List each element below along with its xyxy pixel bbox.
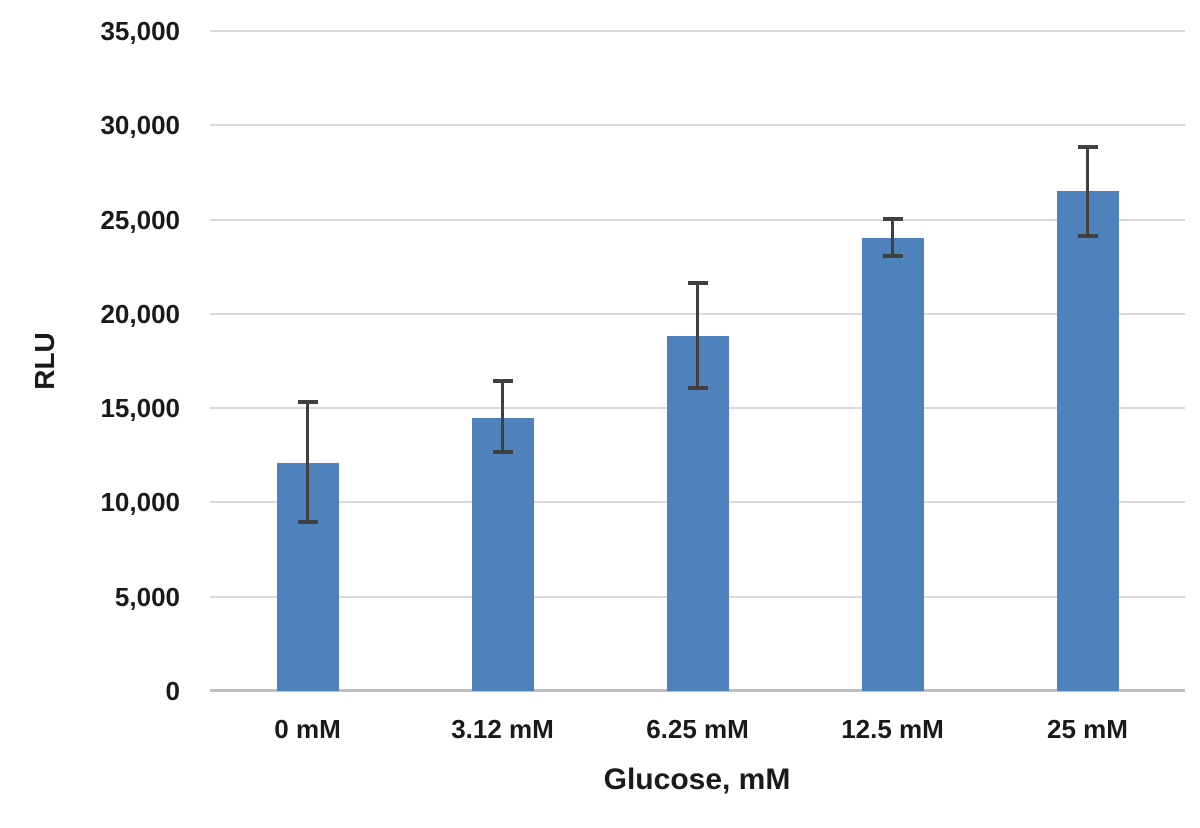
gridline <box>210 30 1185 32</box>
x-tick-label: 25 mM <box>1047 714 1128 744</box>
y-tick-label: 30,000 <box>100 110 180 141</box>
error-bar-cap-bottom <box>1077 233 1098 238</box>
x-tick-label: 6.25 mM <box>646 714 749 744</box>
x-tick-label: 0 mM <box>274 714 341 744</box>
gridline <box>210 218 1185 221</box>
gridline <box>210 124 1185 127</box>
y-tick-label: 35,000 <box>100 16 180 46</box>
error-bar-line <box>696 281 699 390</box>
error-bar-line <box>891 217 894 258</box>
error-bar-cap-bottom <box>882 254 903 259</box>
y-tick-label: 20,000 <box>100 298 180 329</box>
error-bar-cap-top <box>492 378 513 383</box>
x-axis-title: Glucose, mM <box>603 763 791 796</box>
x-tick-label: 12.5 mM <box>841 714 944 744</box>
bar <box>471 417 534 691</box>
error-bar-cap-top <box>1077 145 1098 150</box>
bar <box>1056 191 1119 691</box>
error-bar-cap-bottom <box>492 450 513 455</box>
y-tick-label: 0 <box>165 676 180 706</box>
plot-area <box>210 30 1185 692</box>
error-bar-cap-bottom <box>297 520 318 525</box>
y-tick-label: 25,000 <box>100 204 180 235</box>
y-tick-label: 5,000 <box>114 581 180 612</box>
bar <box>861 238 924 691</box>
error-bar-cap-bottom <box>687 386 708 391</box>
y-tick-label: 15,000 <box>100 393 180 424</box>
error-bar-line <box>1086 146 1089 237</box>
error-bar-line <box>501 379 504 454</box>
bar <box>666 336 729 691</box>
error-bar-cap-top <box>882 216 903 221</box>
error-bar-line <box>306 400 309 524</box>
error-bar-cap-top <box>297 399 318 404</box>
error-bar-cap-top <box>687 280 708 285</box>
x-axis-tick-labels: 0 mM 3.12 mM 6.25 mM 12.5 mM 25 mM <box>210 712 1185 748</box>
y-axis-tick-labels: 0 5,000 10,000 15,000 20,000 25,000 30,000 35,0… <box>0 16 182 706</box>
x-tick-label: 3.12 mM <box>451 714 554 744</box>
y-tick-label: 10,000 <box>100 487 180 518</box>
